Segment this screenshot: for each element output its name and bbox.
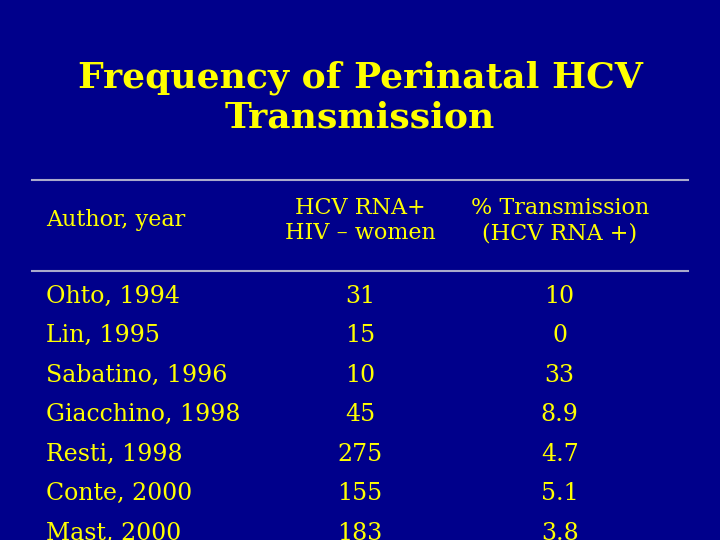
Text: HCV RNA+
HIV – women: HCV RNA+ HIV – women [284,197,436,244]
Text: 5.1: 5.1 [541,482,579,505]
Text: 4.7: 4.7 [541,443,579,466]
Text: 8.9: 8.9 [541,403,579,426]
Text: % Transmission
(HCV RNA +): % Transmission (HCV RNA +) [471,197,649,244]
Text: 155: 155 [338,482,382,505]
Text: Frequency of Perinatal HCV
Transmission: Frequency of Perinatal HCV Transmission [78,61,642,134]
Text: 15: 15 [345,325,375,347]
Text: 3.8: 3.8 [541,522,579,540]
Text: 45: 45 [345,403,375,426]
Text: 275: 275 [338,443,382,466]
Text: Sabatino, 1996: Sabatino, 1996 [46,364,228,387]
Text: 31: 31 [345,285,375,308]
Text: Mast, 2000: Mast, 2000 [46,522,181,540]
Text: Conte, 2000: Conte, 2000 [46,482,192,505]
Text: 0: 0 [552,325,567,347]
Text: Lin, 1995: Lin, 1995 [46,325,160,347]
Text: Ohto, 1994: Ohto, 1994 [46,285,180,308]
Text: Author, year: Author, year [46,210,186,231]
Text: Resti, 1998: Resti, 1998 [46,443,183,466]
Text: 10: 10 [544,285,575,308]
Text: 183: 183 [338,522,382,540]
Text: Giacchino, 1998: Giacchino, 1998 [46,403,240,426]
Text: 10: 10 [345,364,375,387]
Text: 33: 33 [544,364,575,387]
